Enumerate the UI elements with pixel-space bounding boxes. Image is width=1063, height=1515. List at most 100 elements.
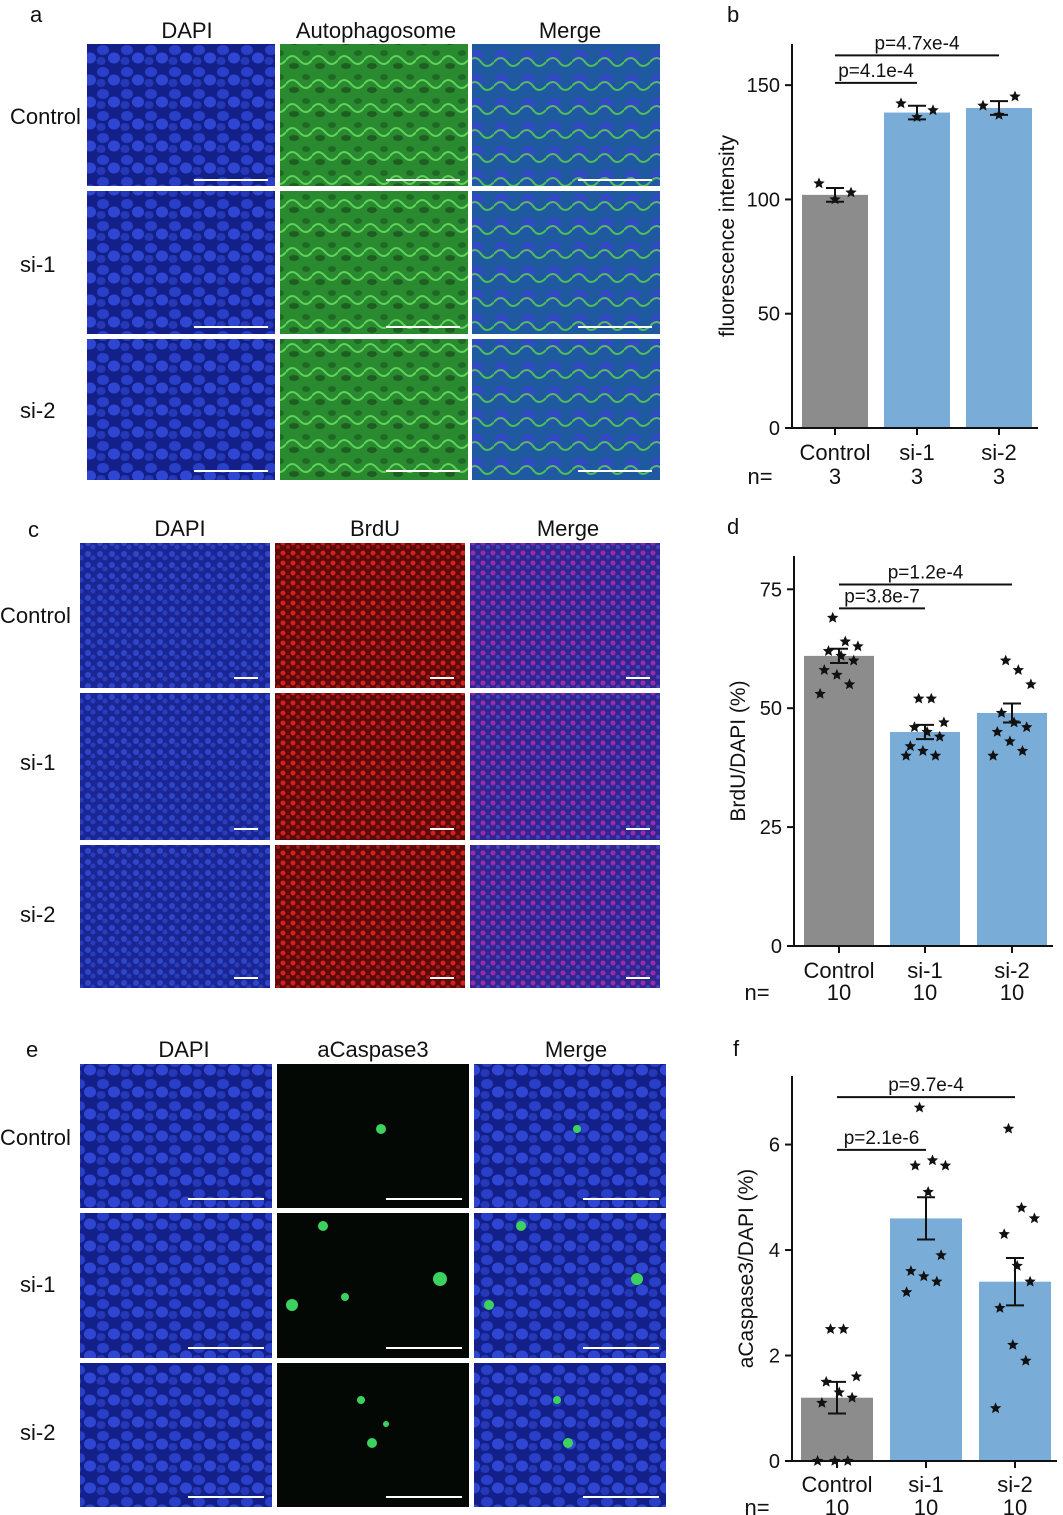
data-point-f-control — [837, 1323, 850, 1334]
data-point-b-control — [813, 177, 825, 189]
data-point-d-si-1 — [938, 716, 950, 728]
data-point-f-si-2 — [1007, 1339, 1019, 1350]
scale-bars-e — [188, 1198, 659, 1498]
n-value-b: 3 — [993, 464, 1005, 489]
data-point-b-si-2 — [1009, 90, 1021, 102]
bar-d-si-2 — [977, 712, 1047, 946]
y-tick-label-f: 4 — [769, 1240, 780, 1262]
micrograph-c-si2-dapi — [80, 845, 270, 988]
category-label-d: si-2 — [994, 958, 1029, 983]
data-point-d-control — [852, 640, 864, 652]
panel-e-row-label-si-2: si-2 — [20, 1420, 55, 1445]
data-point-d-si-2 — [1012, 664, 1024, 675]
n-label-b: n= — [747, 464, 772, 489]
data-point-f-control — [820, 1375, 832, 1387]
n-value-b: 3 — [911, 464, 923, 489]
y-tick-label-d: 0 — [771, 936, 782, 958]
panel-letter-d: d — [727, 514, 739, 539]
panel-letter-c: c — [28, 517, 39, 542]
data-point-b-control — [829, 193, 841, 205]
p-value-label-d: p=3.8e-7 — [844, 586, 920, 607]
data-point-d-si-2 — [1004, 735, 1016, 747]
y-tick-label-d: 50 — [760, 698, 782, 720]
n-value-f: 10 — [1003, 1495, 1027, 1515]
n-label-f: n= — [744, 1495, 769, 1515]
micrograph-c-control-dapi — [80, 543, 270, 688]
data-point-d-control — [827, 611, 839, 623]
micrograph-a-si1-merge — [472, 191, 660, 334]
micrograph-e-si1-acaspase3 — [277, 1213, 469, 1358]
data-point-f-si-1 — [913, 1101, 926, 1113]
y-tick-label-b: 100 — [747, 189, 780, 211]
category-label-f: Control — [802, 1472, 873, 1497]
micrograph-a-si2-dapi — [87, 339, 275, 480]
bar-f-si-2 — [979, 1281, 1051, 1461]
n-value-f: 10 — [825, 1495, 849, 1515]
micrograph-c-si1-brdu — [275, 693, 465, 840]
data-point-d-si-1 — [913, 692, 925, 704]
bar-d-si-1 — [890, 731, 960, 946]
data-point-d-si-1 — [921, 726, 933, 737]
panel-a: a DAPI Autophagosome Merge Control si-1 … — [10, 2, 660, 480]
micrograph-e-si1-dapi — [80, 1213, 272, 1358]
micrograph-c-si2-merge — [470, 845, 660, 988]
panel-e-row-label-si-1: si-1 — [20, 1272, 55, 1297]
y-tick-label-b: 150 — [747, 75, 780, 97]
data-point-d-control — [848, 654, 860, 666]
data-point-f-control — [824, 1323, 837, 1334]
data-point-f-si-2 — [1015, 1201, 1028, 1213]
data-point-f-si-2 — [994, 1302, 1006, 1313]
micrograph-c-si2-brdu — [275, 845, 465, 988]
data-point-d-si-2 — [995, 707, 1008, 718]
error-bar-f-si-1 — [917, 1196, 935, 1241]
micrograph-e-control-merge — [474, 1064, 666, 1208]
p-value-label-f: p=9.7e-4 — [888, 1075, 964, 1096]
data-point-f-si-1 — [926, 1154, 939, 1166]
micrograph-e-si1-merge — [474, 1213, 666, 1358]
micrograph-a-control-autophagosome — [280, 44, 468, 186]
data-point-d-control — [818, 664, 830, 675]
data-point-f-si-1 — [900, 1286, 913, 1298]
data-point-d-si-1 — [904, 740, 916, 752]
panel-e: e DAPI aCaspase3 Merge Control si-1 si-2 — [0, 1037, 666, 1507]
panel-e-column-header-acaspase3: aCaspase3 — [317, 1037, 428, 1062]
bar-b-si-2 — [966, 108, 1032, 428]
n-value-d: 10 — [827, 980, 851, 1005]
micrograph-a-si2-merge — [472, 339, 660, 480]
data-point-d-si-2 — [1008, 716, 1020, 728]
micrograph-e-control-dapi — [80, 1064, 272, 1208]
n-value-d: 10 — [913, 980, 937, 1005]
data-point-d-si-2 — [1016, 745, 1029, 756]
data-point-f-control — [846, 1391, 858, 1403]
data-point-f-si-2 — [998, 1228, 1010, 1240]
data-point-d-control — [814, 687, 826, 699]
y-tick-label-f: 0 — [769, 1451, 780, 1473]
panel-c-row-label-control: Control — [0, 603, 71, 628]
n-value-f: 10 — [914, 1495, 938, 1515]
y-tick-label-d: 75 — [760, 579, 782, 601]
n-label-d: n= — [744, 980, 769, 1005]
micrograph-a-si2-autophagosome — [280, 339, 468, 480]
micrograph-a-control-dapi — [87, 44, 275, 186]
bar-b-control — [802, 194, 868, 428]
micrograph-e-si2-dapi — [80, 1363, 272, 1507]
category-label-b: si-2 — [981, 440, 1016, 465]
panel-a-row-label-si-2: si-2 — [20, 398, 55, 423]
data-point-d-si-1 — [900, 749, 912, 761]
panel-c-column-header-dapi: DAPI — [154, 516, 205, 541]
y-axis-label-d: BrdU/DAPI (%) — [727, 680, 750, 821]
data-point-d-si-1 — [925, 692, 937, 704]
panel-c-column-header-brdu: BrdU — [350, 516, 400, 541]
n-value-d: 10 — [1000, 980, 1024, 1005]
data-point-f-si-1 — [935, 1249, 947, 1261]
data-point-b-si-2 — [993, 108, 1005, 120]
micrograph-e-si2-merge — [474, 1363, 666, 1507]
category-label-d: Control — [804, 958, 875, 983]
category-label-b: Control — [800, 440, 871, 465]
data-point-f-si-1 — [909, 1159, 921, 1171]
panel-e-column-header-dapi: DAPI — [158, 1037, 209, 1062]
data-point-f-si-1 — [905, 1265, 917, 1276]
category-label-b: si-1 — [899, 440, 934, 465]
data-point-b-si-1 — [911, 111, 923, 122]
y-tick-label-b: 50 — [758, 304, 780, 326]
